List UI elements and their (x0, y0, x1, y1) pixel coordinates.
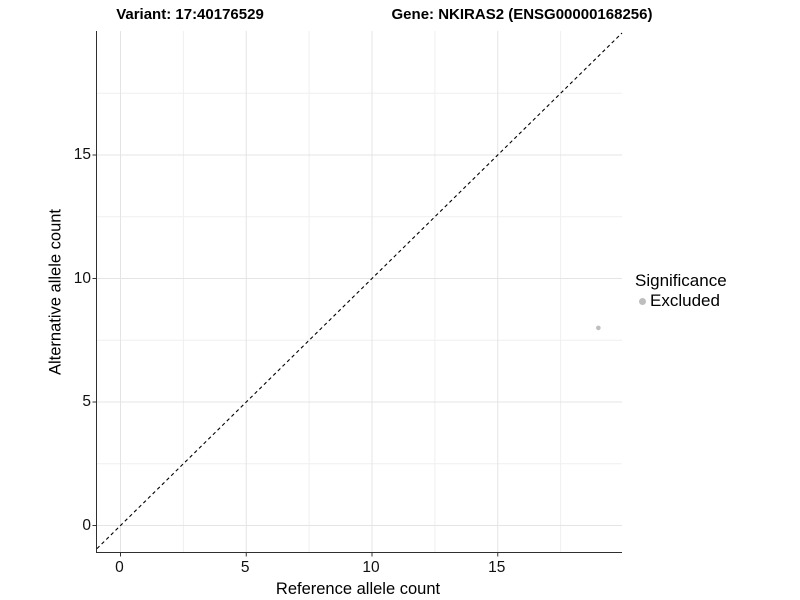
x-tick-label: 0 (115, 559, 124, 576)
y-tick-label: 10 (73, 269, 91, 287)
y-tick-label: 0 (82, 516, 91, 534)
plot-canvas (92, 31, 623, 557)
x-tick-label: 5 (240, 559, 250, 576)
legend: Significance Excluded (635, 271, 727, 311)
legend-point-icon (639, 297, 646, 305)
x-axis-title: Reference allele count (275, 580, 441, 598)
legend-item-label: Excluded (650, 291, 720, 310)
gene-title: Gene: NKIRAS2 (ENSG00000168256) (391, 6, 653, 23)
variant-title: Variant: 17:40176529 (116, 6, 264, 23)
y-tick-label: 5 (82, 393, 91, 410)
y-axis-title: Alternative allele count (46, 208, 65, 376)
identity-line (96, 32, 623, 549)
x-tick-label: 15 (488, 559, 506, 576)
x-tick-label: 10 (362, 559, 380, 576)
data-point (596, 325, 601, 331)
legend-item-excluded: Excluded (635, 291, 727, 311)
y-tick-label: 15 (73, 146, 91, 163)
legend-title: Significance (635, 271, 727, 290)
plot-panel (92, 31, 623, 557)
